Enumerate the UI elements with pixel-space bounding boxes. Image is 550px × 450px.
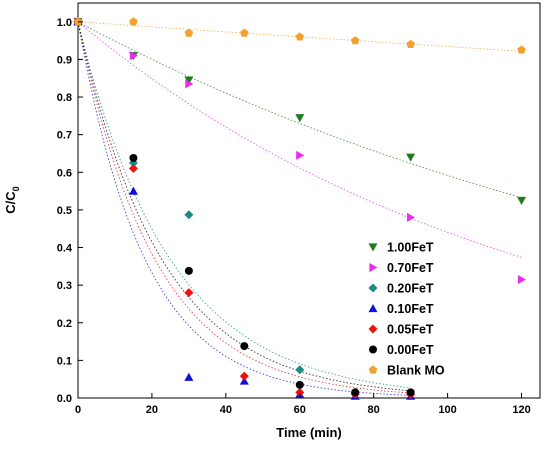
- data-point-0-20fet: [184, 210, 194, 220]
- data-point-blank-mo: [350, 36, 360, 45]
- x-tick-label: 80: [368, 404, 380, 416]
- data-point-blank-mo: [517, 45, 526, 54]
- svg-text:C/C0: C/C0: [3, 186, 21, 213]
- y-axis-ticks: 0.0 0.1 0.2 0.3 0.4 0.5 0.6 0.7 0.8 0.9 1.0: [57, 17, 83, 405]
- fit-curve-0-05fet: [77, 21, 411, 394]
- y-tick-label: 0.0: [57, 393, 72, 405]
- data-point-0-05fet: [295, 387, 305, 397]
- legend-marker: [368, 283, 378, 293]
- y-tick-label: 0.3: [57, 280, 72, 292]
- legend-label: Blank MO: [387, 364, 445, 378]
- legend-marker: [368, 365, 378, 374]
- data-point-0-70fet: [129, 51, 138, 61]
- fit-curve-1-00fet: [77, 21, 522, 199]
- y-tick-label: 0.4: [57, 243, 73, 255]
- legend-marker: [368, 324, 378, 334]
- data-point-0-00fet: [184, 266, 193, 275]
- data-point-0-70fet: [296, 150, 305, 160]
- data-point-blank-mo: [184, 28, 194, 37]
- data-point-0-70fet: [185, 79, 194, 89]
- legend-marker: [369, 263, 378, 272]
- data-point-blank-mo: [240, 28, 249, 37]
- data-point-0-00fet: [351, 388, 360, 397]
- data-point-blank-mo: [295, 32, 305, 41]
- data-point-0-00fet: [129, 153, 138, 162]
- y-tick-label: 0.8: [57, 92, 72, 104]
- data-point-0-05fet: [128, 164, 138, 174]
- y-tick-label: 0.6: [57, 167, 72, 179]
- plot-frame: [77, 2, 541, 399]
- data-point-0-05fet: [239, 371, 249, 381]
- y-axis-title-subscript: 0: [11, 186, 21, 191]
- y-axis-title-main: C/C: [3, 191, 18, 214]
- data-point-1-00fet: [295, 114, 305, 123]
- fit-curve-blank-mo: [77, 21, 522, 52]
- legend-marker: [368, 304, 378, 313]
- y-tick-label: 0.1: [57, 355, 72, 367]
- x-tick-label: 0: [75, 404, 81, 416]
- y-axis-title: C/C0: [3, 186, 21, 213]
- data-point-0-00fet: [406, 388, 415, 397]
- legend-label: 0.05FeT: [387, 323, 434, 337]
- x-axis-ticks: 0 20 40 60 80 100 120: [75, 393, 531, 416]
- legend-marker: [369, 345, 377, 354]
- data-point-0-05fet: [184, 288, 194, 298]
- fit-curve-0-00fet: [77, 21, 411, 392]
- legend-label: 1.00FeT: [387, 241, 434, 255]
- data-point-0-00fet: [240, 342, 249, 351]
- x-tick-label: 120: [512, 404, 530, 416]
- y-tick-label: 0.2: [57, 318, 72, 330]
- data-point-0-10fet: [184, 372, 194, 381]
- legend: 1.00FeT 0.70FeT 0.20FeT 0.10FeT 0.05FeT 0.00F…: [368, 241, 445, 378]
- fit-curve-0-10fet: [77, 21, 411, 396]
- data-point-0-10fet: [128, 186, 138, 195]
- legend-label: 0.00FeT: [387, 343, 434, 357]
- data-point-0-20fet: [295, 365, 305, 375]
- x-tick-label: 20: [146, 404, 158, 416]
- legend-marker: [368, 243, 378, 252]
- data-point-1-00fet: [406, 153, 416, 162]
- data-point-0-70fet: [407, 212, 416, 222]
- legend-label: 0.70FeT: [387, 261, 434, 275]
- legend-label: 0.10FeT: [387, 302, 434, 316]
- legend-label: 0.20FeT: [387, 282, 434, 296]
- fit-curves: [77, 21, 522, 396]
- data-point-blank-mo: [129, 17, 138, 26]
- x-tick-label: 100: [438, 404, 456, 416]
- data-point-0-70fet: [517, 275, 527, 284]
- data-point-1-00fet: [184, 76, 194, 85]
- y-tick-label: 0.5: [57, 205, 72, 217]
- data-point-1-00fet: [517, 196, 527, 205]
- data-points: [73, 17, 527, 400]
- x-tick-label: 40: [220, 404, 232, 416]
- y-tick-label: 0.7: [57, 130, 72, 142]
- fit-curve-0-70fet: [77, 21, 522, 258]
- fit-curve-0-20fet: [77, 21, 411, 389]
- data-point-0-00fet: [295, 380, 304, 389]
- y-tick-label: 1.0: [57, 17, 72, 29]
- x-tick-label: 60: [294, 404, 306, 416]
- x-axis-title: Time (min): [276, 425, 342, 440]
- data-point-blank-mo: [406, 39, 415, 49]
- y-tick-label: 0.9: [57, 54, 72, 66]
